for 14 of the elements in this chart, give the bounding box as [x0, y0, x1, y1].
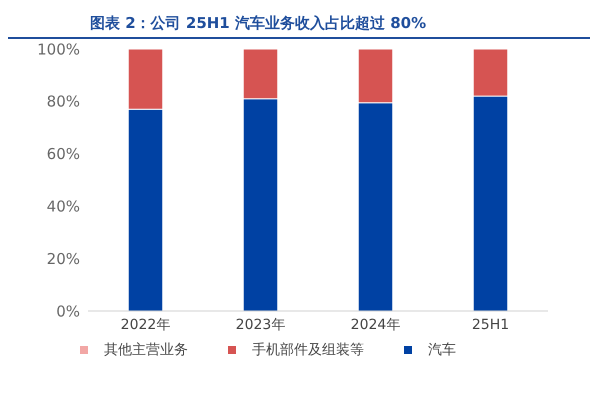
chart-title: 图表 2：公司 25H1 汽车业务收入占比超过 80% — [8, 8, 590, 39]
y-tick-label: 60% — [46, 145, 80, 164]
y-tick-label: 100% — [37, 40, 80, 58]
y-tick-label: 20% — [46, 250, 80, 268]
legend-label: 其他主营业务 — [104, 342, 188, 358]
x-tick-label: 2023年 — [236, 316, 286, 333]
y-tick-label: 80% — [46, 92, 80, 111]
x-tick-label: 25H1 — [472, 316, 510, 333]
legend-label: 手机部件及组装等 — [252, 342, 364, 358]
x-tick-label: 2022年 — [120, 316, 170, 333]
x-tick-label: 2024年 — [350, 316, 400, 333]
legend-label: 汽车 — [428, 342, 456, 358]
y-tick-label: 40% — [46, 198, 80, 216]
y-tick-label: 0% — [56, 302, 80, 320]
